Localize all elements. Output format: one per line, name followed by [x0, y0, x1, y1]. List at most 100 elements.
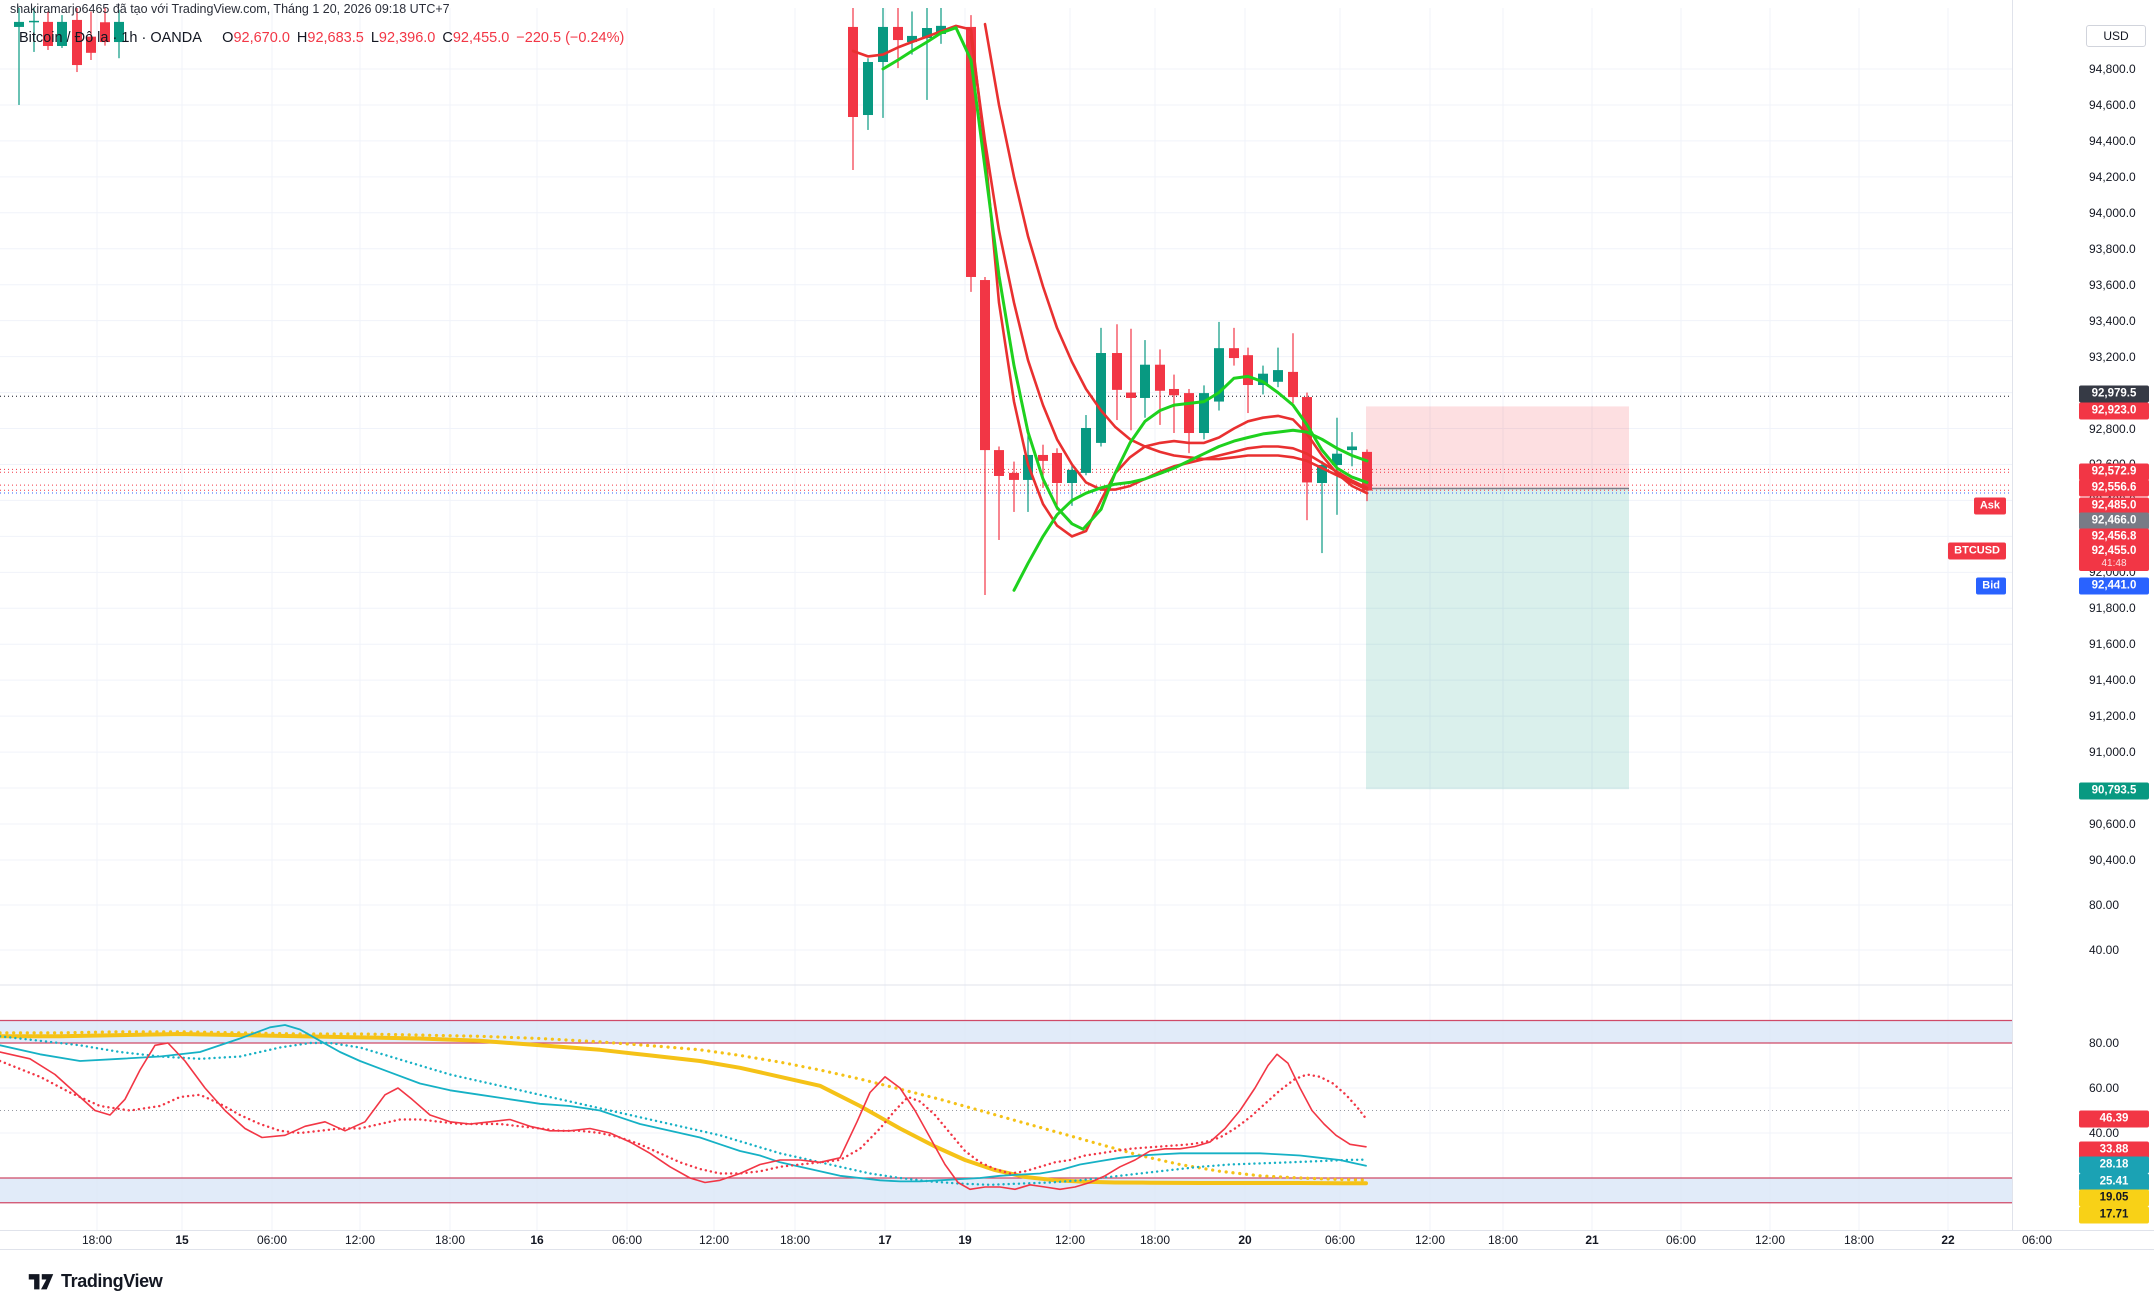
- price-label-pill: 28.18: [2079, 1156, 2149, 1174]
- candle-body: [14, 21, 24, 27]
- candle-body: [1302, 397, 1312, 483]
- countdown-timer: 41:48: [2101, 558, 2127, 569]
- price-tick-label: 80.00: [2089, 1036, 2120, 1050]
- candle-body: [848, 26, 858, 117]
- candle-body: [1243, 355, 1253, 386]
- low-value: 92,396.0: [378, 30, 436, 46]
- candle-body: [1229, 348, 1239, 359]
- indicator-line-cyan-dotted: [0, 1035, 1368, 1187]
- position-target-box: [1366, 488, 1629, 790]
- time-axis[interactable]: 18:00 15 06:00 12:00 18:00 16 06:00 12:00 18:00 1…: [0, 1230, 2154, 1250]
- tradingview-logo-text: TradingView: [61, 1270, 163, 1291]
- time-tick-label: 17: [878, 1233, 892, 1247]
- candle-body: [1096, 353, 1106, 443]
- candle-body: [1317, 465, 1327, 483]
- time-tick-label: 06:00: [1324, 1233, 1356, 1247]
- price-tick-label: 93,600.0: [2089, 277, 2136, 292]
- candle-body: [1184, 393, 1194, 434]
- candle-body: [1169, 388, 1179, 396]
- overlay-ma-red-fast: [851, 24, 1369, 538]
- stochastic-pane: [0, 1019, 2012, 1204]
- indicator-band: [0, 1178, 2012, 1203]
- candle-body: [1288, 371, 1298, 398]
- candle-body: [1258, 373, 1268, 386]
- candle-body: [994, 450, 1004, 476]
- close-label: C: [442, 30, 453, 46]
- price-tick-label: 94,000.0: [2089, 205, 2136, 220]
- time-tick-label: 18:00: [1487, 1233, 1519, 1247]
- candle-body: [980, 280, 990, 451]
- candle-body: [936, 25, 946, 34]
- price-tick-label: 94,200.0: [2089, 169, 2136, 184]
- price-tick-label: 91,000.0: [2089, 745, 2136, 760]
- price-tick-label: 40.00: [2089, 943, 2120, 957]
- close-value: 92,455.0: [452, 30, 510, 46]
- price-tick-label: 91,800.0: [2089, 601, 2136, 616]
- candle-body: [1052, 452, 1062, 483]
- time-tick-label: 18:00: [434, 1233, 466, 1247]
- time-tick-label: 12:00: [344, 1233, 376, 1247]
- time-tick-label: 18:00: [1843, 1233, 1875, 1247]
- tradingview-logo[interactable]: TradingView: [28, 1270, 163, 1292]
- candle-body: [1009, 472, 1019, 480]
- price-label-pill: 92,455.0 41:48: [2079, 543, 2149, 571]
- time-tick-label: 18:00: [1139, 1233, 1171, 1247]
- indicator-line-yellow-solid: [0, 1032, 1368, 1186]
- price-tick-label: 90,600.0: [2089, 816, 2136, 831]
- candle-body: [922, 28, 932, 39]
- tradingview-logo-icon: [28, 1274, 54, 1290]
- time-tick-label: 06:00: [611, 1233, 643, 1247]
- candle-body: [878, 26, 888, 62]
- indicator-line-yellow-dotted: [0, 1030, 1368, 1182]
- time-tick-label: 12:00: [698, 1233, 730, 1247]
- candle-body: [893, 26, 903, 41]
- price-tick-label: 94,800.0: [2089, 62, 2136, 76]
- price-label-pill: 92,979.5: [2079, 385, 2149, 403]
- candle-body: [1081, 427, 1091, 473]
- indicator-line-cyan-solid: [0, 1024, 1367, 1183]
- candle-body: [966, 26, 976, 277]
- time-tick-label: 06:00: [256, 1233, 288, 1247]
- time-tick-label: 12:00: [1414, 1233, 1446, 1247]
- candle-body: [72, 19, 82, 66]
- price-tick-label: 80.00: [2089, 898, 2120, 912]
- overlay-ma-red-mid: [969, 35, 1369, 491]
- candle-body: [1273, 370, 1283, 382]
- indicator-line-red-dotted: [0, 1059, 1368, 1175]
- time-tick-label: 21: [1585, 1233, 1599, 1247]
- price-tick-label: 91,600.0: [2089, 637, 2136, 652]
- position-stop-box: [1366, 406, 1629, 489]
- price-tick-label: 93,800.0: [2089, 241, 2136, 256]
- price-label-pill: 92,441.0: [2079, 577, 2149, 595]
- change-value: −220.5 (−0.24%): [516, 30, 625, 46]
- candle-body: [1140, 364, 1150, 398]
- price-tick-label: 92,800.0: [2089, 421, 2136, 436]
- price-tick-label: 60.00: [2089, 1081, 2120, 1095]
- candle-body: [100, 22, 110, 43]
- time-tick-label: 20: [1238, 1233, 1252, 1247]
- candle-body: [1214, 348, 1224, 402]
- price-label-pill: 33.88: [2079, 1141, 2149, 1159]
- price-label-pill: 92,466.0: [2079, 512, 2149, 530]
- time-tick-label: 18:00: [779, 1233, 811, 1247]
- open-label: O: [222, 30, 234, 46]
- time-tick-label: 18:00: [81, 1233, 113, 1247]
- price-axis[interactable]: USD 94,800.0 94,600.0 94,400.0 94,200.0 94,0…: [1948, 0, 2154, 1248]
- symbol-title-row[interactable]: Bitcoin / Đô la · 1h · OANDA O92,670.0 H9…: [19, 30, 624, 46]
- price-label-pill: 92,485.0: [2079, 497, 2149, 515]
- candle-body: [57, 21, 67, 46]
- overlay-ma-green-slow: [1012, 428, 1369, 592]
- candle-body: [114, 21, 124, 43]
- time-tick-label: 12:00: [1754, 1233, 1786, 1247]
- price-label-pill: 46.39: [2079, 1110, 2149, 1128]
- ask-tag-label: Ask: [1973, 497, 2006, 515]
- high-value: 92,683.5: [307, 30, 364, 46]
- symbol-title[interactable]: Bitcoin / Đô la · 1h · OANDA: [19, 30, 202, 46]
- gridlines: [0, 8, 2012, 1230]
- currency-button[interactable]: USD: [2086, 25, 2146, 47]
- price-tick-label: 40.00: [2089, 1126, 2120, 1140]
- candle-body: [1126, 392, 1136, 398]
- time-tick-label: 22: [1941, 1233, 1955, 1247]
- price-label-pill: 17.71: [2079, 1206, 2149, 1224]
- legend: shakiramarjo6465 đã tạo với TradingView.…: [10, 2, 624, 46]
